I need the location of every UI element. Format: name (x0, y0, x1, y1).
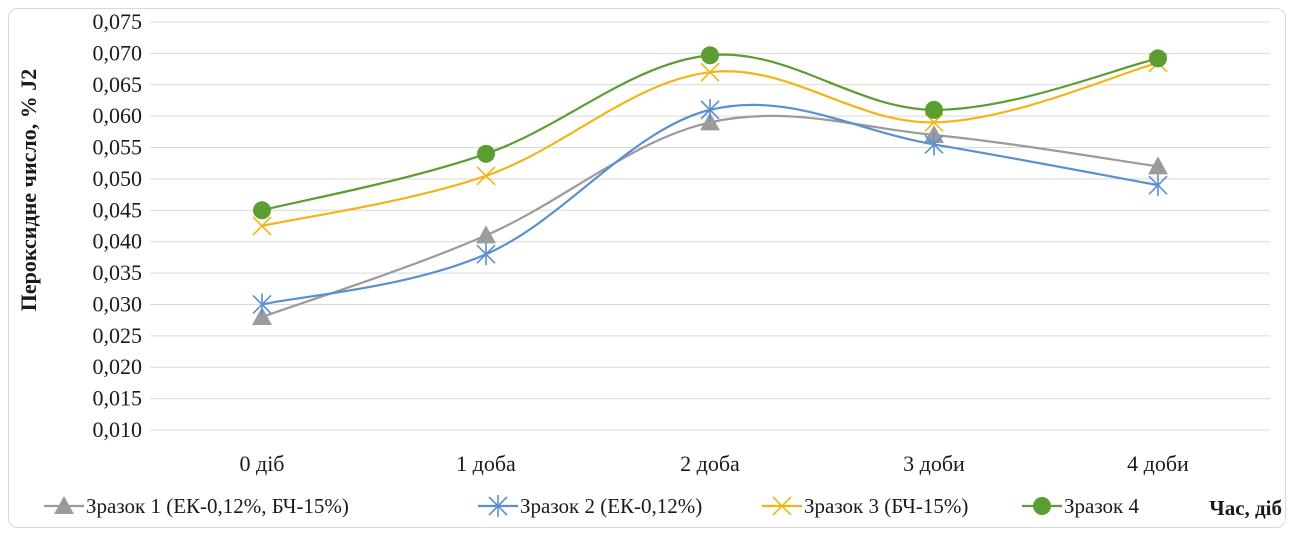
y-tick-label: 0,040 (93, 229, 143, 254)
data-point (476, 243, 496, 266)
x-tick-label: 2 доба (680, 451, 740, 476)
data-point (252, 307, 272, 326)
legend-label: Зразок 3 (БЧ-15%) (804, 494, 968, 518)
series-4 (253, 46, 1167, 220)
marker-stroke (700, 62, 720, 82)
x-tick-label: 4 доби (1127, 451, 1189, 476)
legend-label: Зразок 1 (ЕК-0,12%, БЧ-15%) (86, 494, 349, 518)
data-point (1149, 49, 1167, 68)
series-line (261, 114, 1159, 319)
y-tick-label: 0,030 (93, 291, 143, 316)
data-point (252, 293, 272, 316)
legend-marker (488, 495, 508, 517)
data-point (1148, 174, 1168, 197)
legend-marker (54, 496, 74, 514)
legend-label: Зразок 2 (ЕК-0,12%) (520, 494, 702, 518)
y-axis-ticks: 0,010 0,015 0,020 0,025 0,030 0,035 0,040 0,045… (93, 9, 143, 442)
x-tick-label: 3 доби (903, 451, 965, 476)
y-tick-label: 0,070 (93, 40, 143, 65)
data-point (1148, 156, 1168, 175)
legend-item-2: Зразок 2 (ЕК-0,12%) (478, 494, 702, 518)
y-tick-label: 0,025 (93, 323, 143, 348)
y-tick-label: 0,045 (93, 197, 143, 222)
chart-frame (8, 8, 1286, 528)
y-axis-label: Пероксидне число, % J2 (16, 69, 41, 311)
y-tick-label: 0,015 (93, 386, 143, 411)
y-tick-label: 0,020 (93, 354, 143, 379)
x-tick-label: 1 доба (456, 451, 516, 476)
legend-item-1: Зразок 1 (ЕК-0,12%, БЧ-15%) (44, 494, 349, 518)
data-point (252, 216, 272, 236)
series-1 (252, 112, 1168, 326)
legend-item-3: Зразок 3 (БЧ-15%) (762, 494, 968, 518)
data-point (701, 46, 719, 65)
series-2 (252, 98, 1168, 316)
series-line (261, 53, 1159, 212)
data-point (700, 98, 720, 121)
series-group (252, 46, 1168, 326)
gridlines (150, 21, 1270, 431)
y-tick-label: 0,075 (93, 9, 143, 34)
legend-marker (1033, 497, 1051, 515)
y-tick-label: 0,035 (93, 260, 143, 285)
series-line (261, 61, 1159, 228)
y-tick-label: 0,010 (93, 417, 143, 442)
marker-stroke (476, 166, 496, 186)
data-point (924, 133, 944, 156)
marker-stroke (252, 216, 272, 236)
data-point (700, 112, 720, 131)
y-tick-label: 0,060 (93, 103, 143, 128)
data-point (700, 62, 720, 82)
legend: Зразок 1 (ЕК-0,12%, БЧ-15%) Зразок 2 (ЕК-… (44, 494, 1139, 518)
series-line (261, 103, 1159, 306)
y-tick-label: 0,050 (93, 166, 143, 191)
data-point (476, 225, 496, 244)
legend-item-4: Зразок 4 (1022, 494, 1139, 518)
x-axis-ticks: 0 діб 1 доба 2 доба 3 доби 4 доби (240, 451, 1190, 476)
legend-label: Зразок 4 (1064, 494, 1139, 518)
x-tick-label: 0 діб (240, 451, 285, 476)
y-tick-label: 0,065 (93, 72, 143, 97)
x-axis-label: Час, діб (1209, 496, 1282, 520)
data-point (477, 144, 495, 163)
series-3 (252, 53, 1168, 236)
data-point (253, 201, 271, 220)
data-point (925, 100, 943, 119)
y-tick-label: 0,055 (93, 135, 143, 160)
legend-marker (772, 496, 792, 516)
marker-stroke (772, 496, 792, 516)
data-point (476, 166, 496, 186)
